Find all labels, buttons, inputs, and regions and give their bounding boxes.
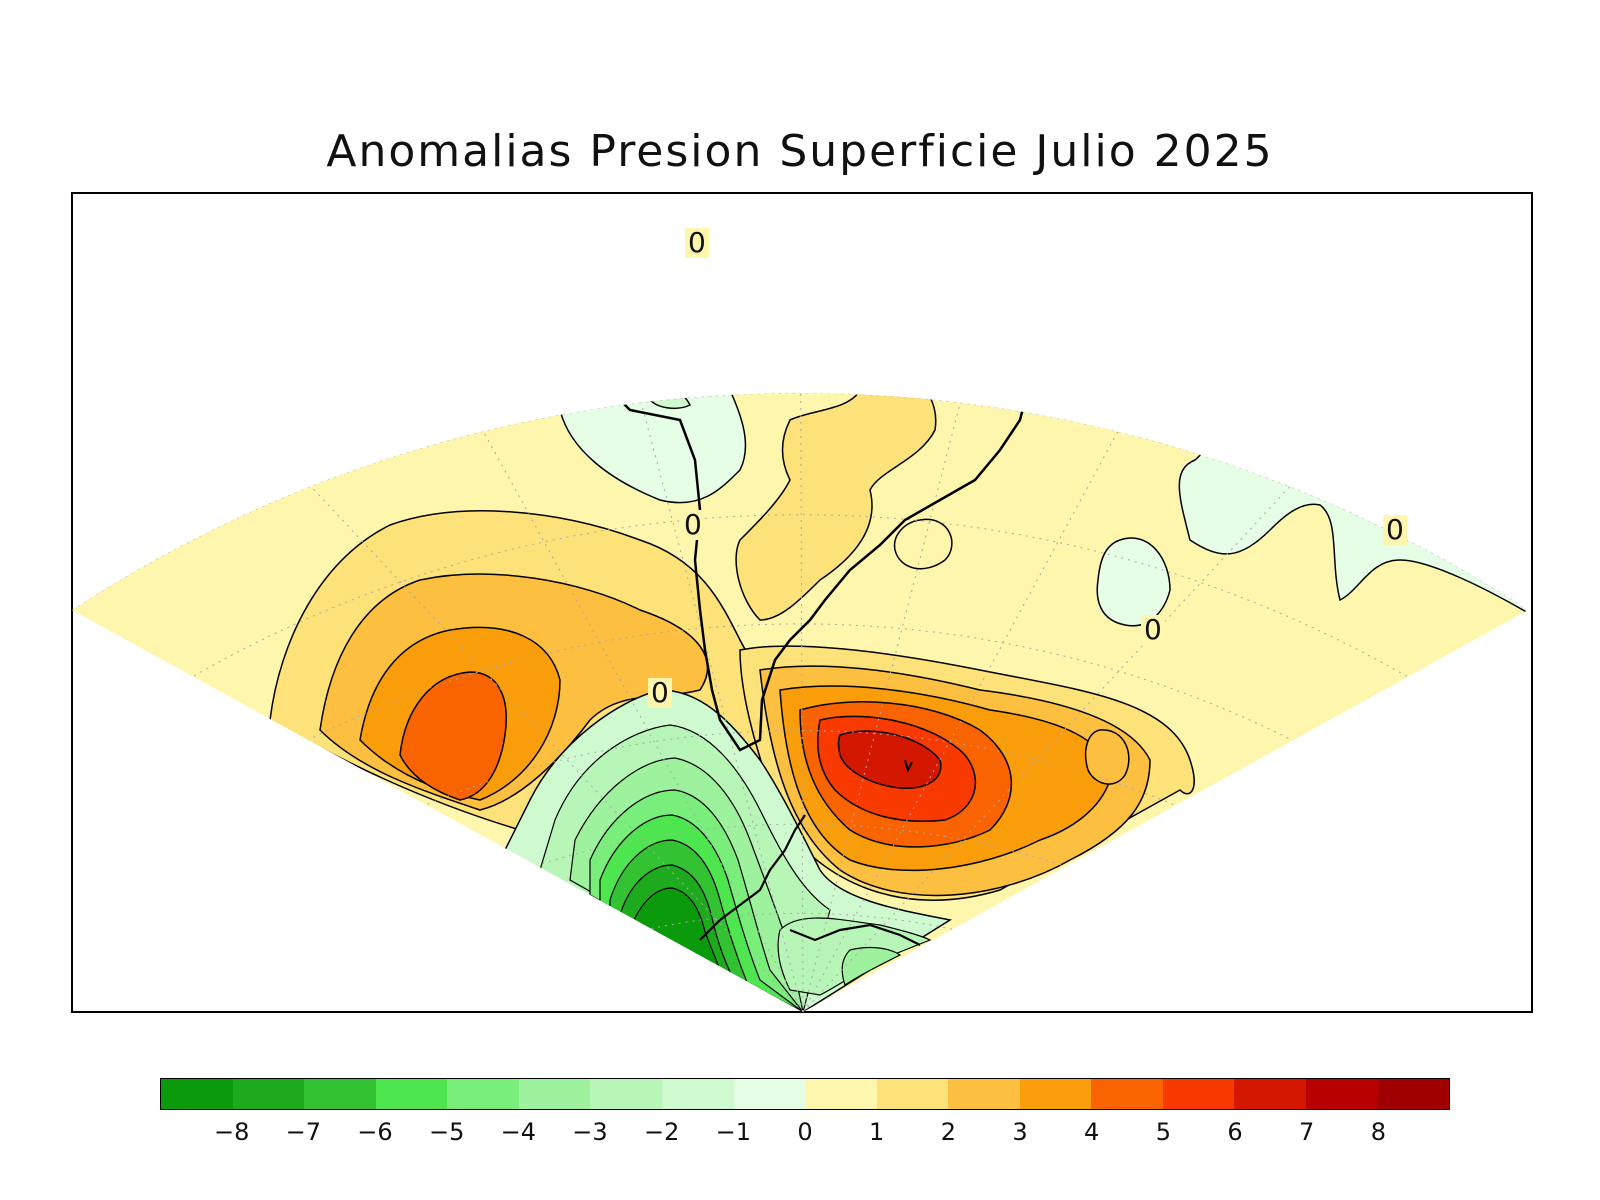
- legend-swatch: [948, 1079, 1020, 1109]
- legend-label: −3: [572, 1118, 608, 1146]
- neg-area-andes: [557, 393, 827, 504]
- contour-labels: 0 0 0 0 0: [648, 226, 1407, 709]
- legend-swatch: [1162, 1079, 1235, 1109]
- legend-swatch: [733, 1079, 806, 1109]
- legend-swatch: [447, 1079, 519, 1109]
- contour-label: 0: [1386, 513, 1404, 546]
- legend-swatch: [1234, 1079, 1306, 1109]
- legend-swatch: [1019, 1079, 1092, 1109]
- legend-swatch: [876, 1079, 949, 1109]
- legend-label: 8: [1370, 1118, 1386, 1146]
- legend-swatch: [1377, 1079, 1450, 1109]
- legend-label: 1: [869, 1118, 885, 1146]
- legend-label: −8: [213, 1118, 250, 1146]
- legend-labels: −8 −7 −6 −5 −4 −3 −2 −1 0 1 2 3 4 5 6 7 8: [160, 1118, 1450, 1148]
- legend-label: −4: [500, 1118, 537, 1146]
- legend-swatch: [661, 1079, 734, 1109]
- pos-lobe-west-4: [399, 671, 507, 801]
- legend-label: 2: [940, 1118, 956, 1146]
- map-title: Anomalias Presion Superficie Julio 2025: [326, 126, 1274, 177]
- legend-swatch: [1091, 1079, 1163, 1109]
- legend-label: 3: [1012, 1118, 1028, 1146]
- legend-swatch: [161, 1079, 233, 1109]
- contour-label: 0: [688, 226, 706, 259]
- legend-swatch: [1306, 1079, 1378, 1109]
- legend-label: 0: [797, 1118, 813, 1146]
- coastline-antarctic-peninsula: [699, 814, 921, 946]
- contour-label: 0: [651, 676, 669, 709]
- legend-label: −5: [428, 1118, 465, 1146]
- pos-lobe-east-small: [1084, 729, 1130, 785]
- legend-label: −6: [357, 1118, 393, 1146]
- legend-label: 4: [1084, 1118, 1100, 1146]
- legend-colorbar: [160, 1078, 1450, 1110]
- legend-swatch: [590, 1079, 662, 1109]
- contour-label: 0: [684, 508, 702, 541]
- pos-band-center: [735, 393, 937, 621]
- legend-swatch: [805, 1079, 877, 1109]
- neg-core-8: [629, 887, 804, 1013]
- legend-swatch: [518, 1079, 591, 1109]
- pos-ring-small: [893, 518, 953, 570]
- legend-label: 7: [1299, 1118, 1315, 1146]
- legend-label: 5: [1155, 1118, 1171, 1146]
- legend-swatch: [304, 1079, 376, 1109]
- legend-label: −2: [643, 1118, 680, 1146]
- legend-label: −7: [285, 1118, 322, 1146]
- legend-label: 6: [1227, 1118, 1243, 1146]
- legend-swatch: [232, 1079, 305, 1109]
- legend-label: −1: [715, 1118, 752, 1146]
- contour-label: 0: [1144, 613, 1162, 646]
- island-east: [904, 759, 913, 773]
- neg-tongue-east-2: [841, 946, 902, 986]
- legend-swatch: [375, 1079, 448, 1109]
- neg-area-atlantic-small: [1096, 537, 1171, 627]
